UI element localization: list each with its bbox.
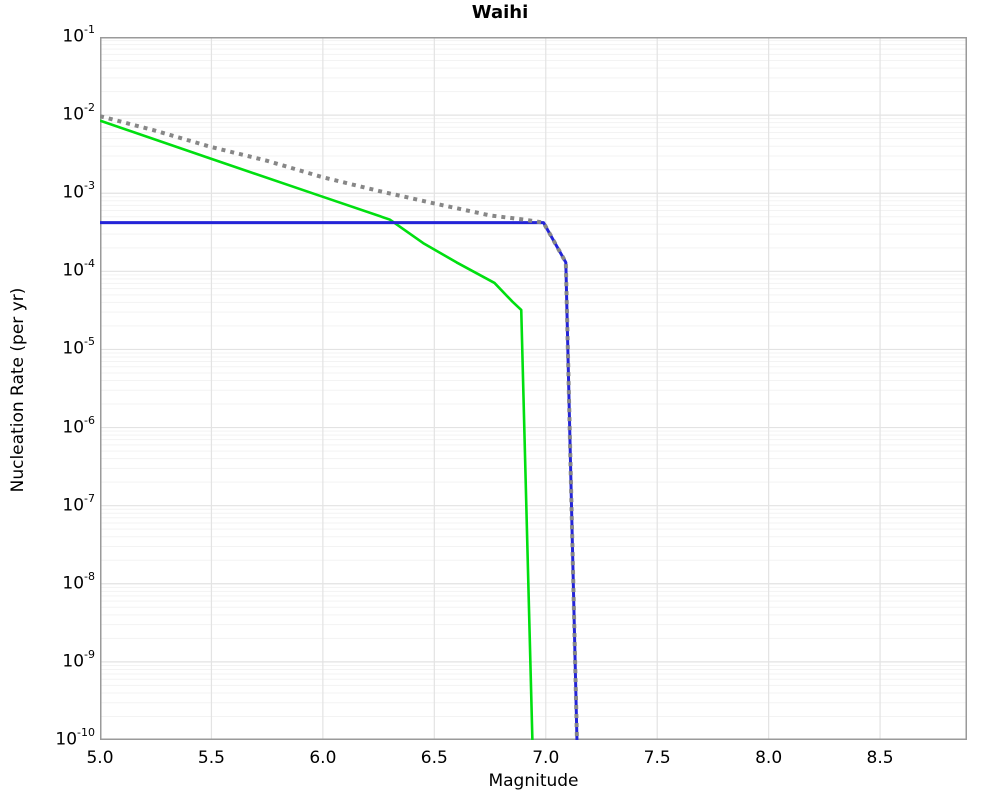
x-axis-title: Magnitude bbox=[488, 771, 579, 791]
x-axis-tick-label: 7.5 bbox=[643, 748, 671, 768]
series-green-solid-curve bbox=[100, 119, 534, 740]
x-axis-tick-label: 6.5 bbox=[420, 748, 448, 768]
plot-area bbox=[100, 37, 967, 740]
y-axis-tick-label: 10-9 bbox=[62, 647, 95, 672]
plot-frame bbox=[100, 37, 967, 740]
chart-canvas bbox=[100, 37, 967, 740]
y-axis-tick-label: 10-7 bbox=[62, 491, 95, 516]
y-axis-tick-label: 10-3 bbox=[62, 179, 95, 203]
x-axis-tick-label: 6.0 bbox=[309, 748, 337, 768]
y-axis-tick-label: 10-8 bbox=[62, 569, 95, 594]
x-axis-tick-label: 8.5 bbox=[866, 748, 894, 768]
y-axis-tick-label: 10-5 bbox=[62, 335, 95, 360]
y-axis-tick-label: 10-10 bbox=[55, 726, 95, 750]
x-axis-tick-label: 5.5 bbox=[197, 748, 225, 768]
series-gray-dotted-total-curve bbox=[100, 114, 579, 740]
y-axis-tick-label: 10-4 bbox=[62, 257, 95, 282]
y-axis-tick-label: 10-6 bbox=[62, 413, 95, 438]
y-axis-tick-label: 10-2 bbox=[62, 101, 95, 125]
chart-title: Waihi bbox=[471, 2, 529, 23]
y-axis-tick-label: 10-1 bbox=[62, 23, 95, 47]
y-axis-title: Nucleation Rate (per yr) bbox=[8, 287, 28, 493]
x-axis-tick-label: 5.0 bbox=[86, 748, 114, 768]
x-axis-tick-label: 8.0 bbox=[755, 748, 783, 768]
x-axis-tick-label: 7.0 bbox=[532, 748, 560, 768]
